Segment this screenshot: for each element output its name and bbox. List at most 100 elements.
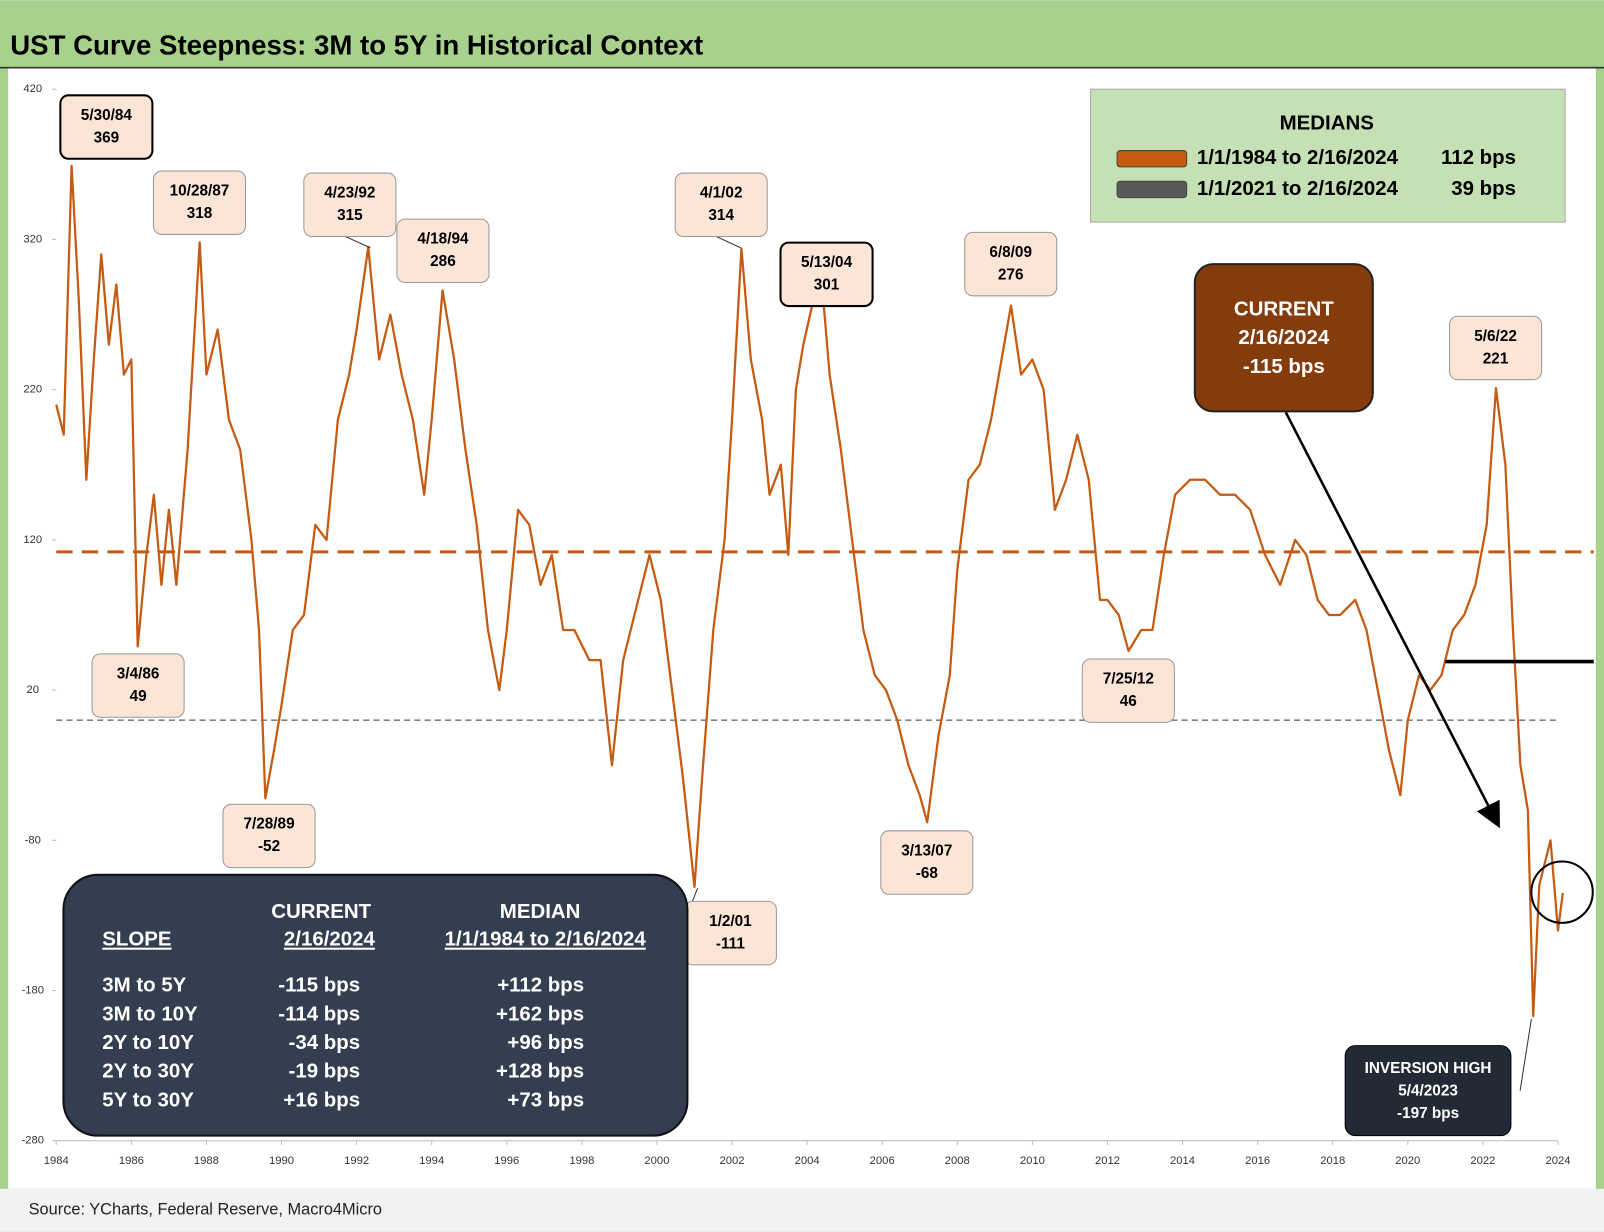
chart-title: UST Curve Steepness: 3M to 5Y in Histori… <box>10 30 703 61</box>
annotation-box <box>779 241 874 308</box>
series-line <box>55 164 1564 1018</box>
table-header: 2/16/2024 <box>284 928 376 951</box>
annotation-value: 276 <box>998 266 1024 283</box>
inversion-text: -197 bps <box>1397 1105 1459 1122</box>
annotation-box <box>222 803 316 869</box>
y-tick-label: 220 <box>23 384 42 396</box>
table-header: CURRENT <box>271 900 371 923</box>
annotation-box <box>1081 658 1175 723</box>
table-cell: +112 bps <box>497 974 584 997</box>
x-tick-label: 2020 <box>1395 1155 1420 1167</box>
annotation-box <box>303 172 397 237</box>
annotation-date: 7/25/12 <box>1103 670 1154 687</box>
x-tick-label: 1984 <box>44 1155 69 1167</box>
annotation-value: 301 <box>814 277 840 294</box>
x-tick-label: 2016 <box>1245 1155 1270 1167</box>
current-text: -115 bps <box>1243 355 1325 378</box>
table-cell: +162 bps <box>496 1002 584 1025</box>
inversion-text: 5/4/2023 <box>1398 1083 1458 1100</box>
x-tick-label: 2024 <box>1545 1155 1570 1167</box>
highlight-circle <box>1530 860 1594 924</box>
annotation-date: 5/13/04 <box>801 254 853 271</box>
annotation-date: 10/28/87 <box>170 183 230 200</box>
annotation-date: 4/1/02 <box>700 185 743 202</box>
x-tick-label: 2018 <box>1320 1155 1345 1167</box>
x-tick-label: 1998 <box>569 1155 594 1167</box>
annotation-date: 5/30/84 <box>81 107 133 124</box>
table-cell: 2Y to 30Y <box>102 1060 194 1083</box>
table-cell: +128 bps <box>496 1060 584 1083</box>
x-tick-label: 2022 <box>1470 1155 1495 1167</box>
table-box <box>62 873 689 1137</box>
table-header: 1/1/1984 to 2/16/2024 <box>445 928 647 951</box>
current-box <box>1193 263 1374 413</box>
source: Source: YCharts, Federal Reserve, Macro4… <box>29 1201 382 1219</box>
y-tick-label: 320 <box>23 233 42 245</box>
legend-label: 1/1/2021 to 2/16/2024 <box>1197 177 1399 200</box>
table-cell: +16 bps <box>283 1088 360 1111</box>
table-cell: -19 bps <box>289 1060 361 1083</box>
current-text: 2/16/2024 <box>1238 326 1330 349</box>
annotation-box <box>91 653 185 718</box>
y-tick-label: 20 <box>26 684 39 696</box>
x-tick-label: 1992 <box>344 1155 369 1167</box>
x-tick-label: 1986 <box>119 1155 144 1167</box>
annotation-value: 369 <box>94 129 120 146</box>
annotation-box <box>674 172 768 237</box>
annotation-box <box>880 830 974 895</box>
y-tick-label: -80 <box>25 834 41 846</box>
annotation-value: 46 <box>1120 693 1137 710</box>
x-tick-label: 2006 <box>870 1155 895 1167</box>
y-tick-label: 120 <box>23 534 42 546</box>
annotation-date: 4/23/92 <box>324 185 375 202</box>
inversion-box <box>1344 1045 1512 1137</box>
y-tick-label: -180 <box>21 985 44 997</box>
table-header: SLOPE <box>102 928 171 951</box>
legend-swatch <box>1116 180 1188 199</box>
x-tick-label: 1990 <box>269 1155 294 1167</box>
x-tick-label: 1996 <box>494 1155 519 1167</box>
annotation-date: 7/28/89 <box>243 816 294 833</box>
table-cell: 2Y to 10Y <box>102 1031 194 1054</box>
annotation-box <box>396 218 490 284</box>
leader-line <box>1519 1018 1532 1091</box>
table-cell: 5Y to 30Y <box>102 1088 194 1111</box>
table-cell: 3M to 5Y <box>102 974 186 997</box>
table-cell: +73 bps <box>507 1088 584 1111</box>
legend-swatch <box>1116 150 1188 168</box>
annotation-box <box>152 170 247 235</box>
x-tick-label: 2004 <box>795 1155 820 1167</box>
annotation-value: 318 <box>187 205 213 222</box>
annotation-value: 221 <box>1483 350 1509 367</box>
annotation-value: 315 <box>337 207 363 224</box>
x-tick-label: 1988 <box>194 1155 219 1167</box>
annotation-value: -68 <box>916 865 939 882</box>
annotation-date: 3/4/86 <box>117 665 160 682</box>
table-cell: -34 bps <box>289 1031 361 1054</box>
footer <box>0 1188 1604 1232</box>
annotation-date: 1/2/01 <box>709 913 752 930</box>
arrow <box>1284 411 1500 829</box>
annotation-value: 286 <box>430 253 456 270</box>
annotation-box <box>964 231 1058 297</box>
annotation-box <box>1449 315 1543 381</box>
y-tick-label: -280 <box>21 1135 44 1147</box>
annotation-value: -111 <box>716 935 745 952</box>
annotation-date: 6/8/09 <box>989 244 1032 261</box>
legend-title: MEDIANS <box>1280 111 1374 134</box>
x-tick-label: 2010 <box>1020 1155 1045 1167</box>
annotation-date: 5/6/22 <box>1474 328 1517 345</box>
annotation-value: 49 <box>130 688 147 705</box>
table-cell: -114 bps <box>278 1002 360 1025</box>
table-cell: -115 bps <box>278 974 360 997</box>
x-tick-label: 2012 <box>1095 1155 1120 1167</box>
x-tick-label: 2008 <box>945 1155 970 1167</box>
inversion-text: INVERSION HIGH <box>1365 1060 1492 1077</box>
annotation-date: 3/13/07 <box>901 842 952 859</box>
y-tick-label: 420 <box>23 83 42 95</box>
table-cell: 3M to 10Y <box>102 1002 198 1025</box>
legend-label: 1/1/1984 to 2/16/2024 <box>1197 146 1399 169</box>
annotation-box <box>59 94 154 160</box>
